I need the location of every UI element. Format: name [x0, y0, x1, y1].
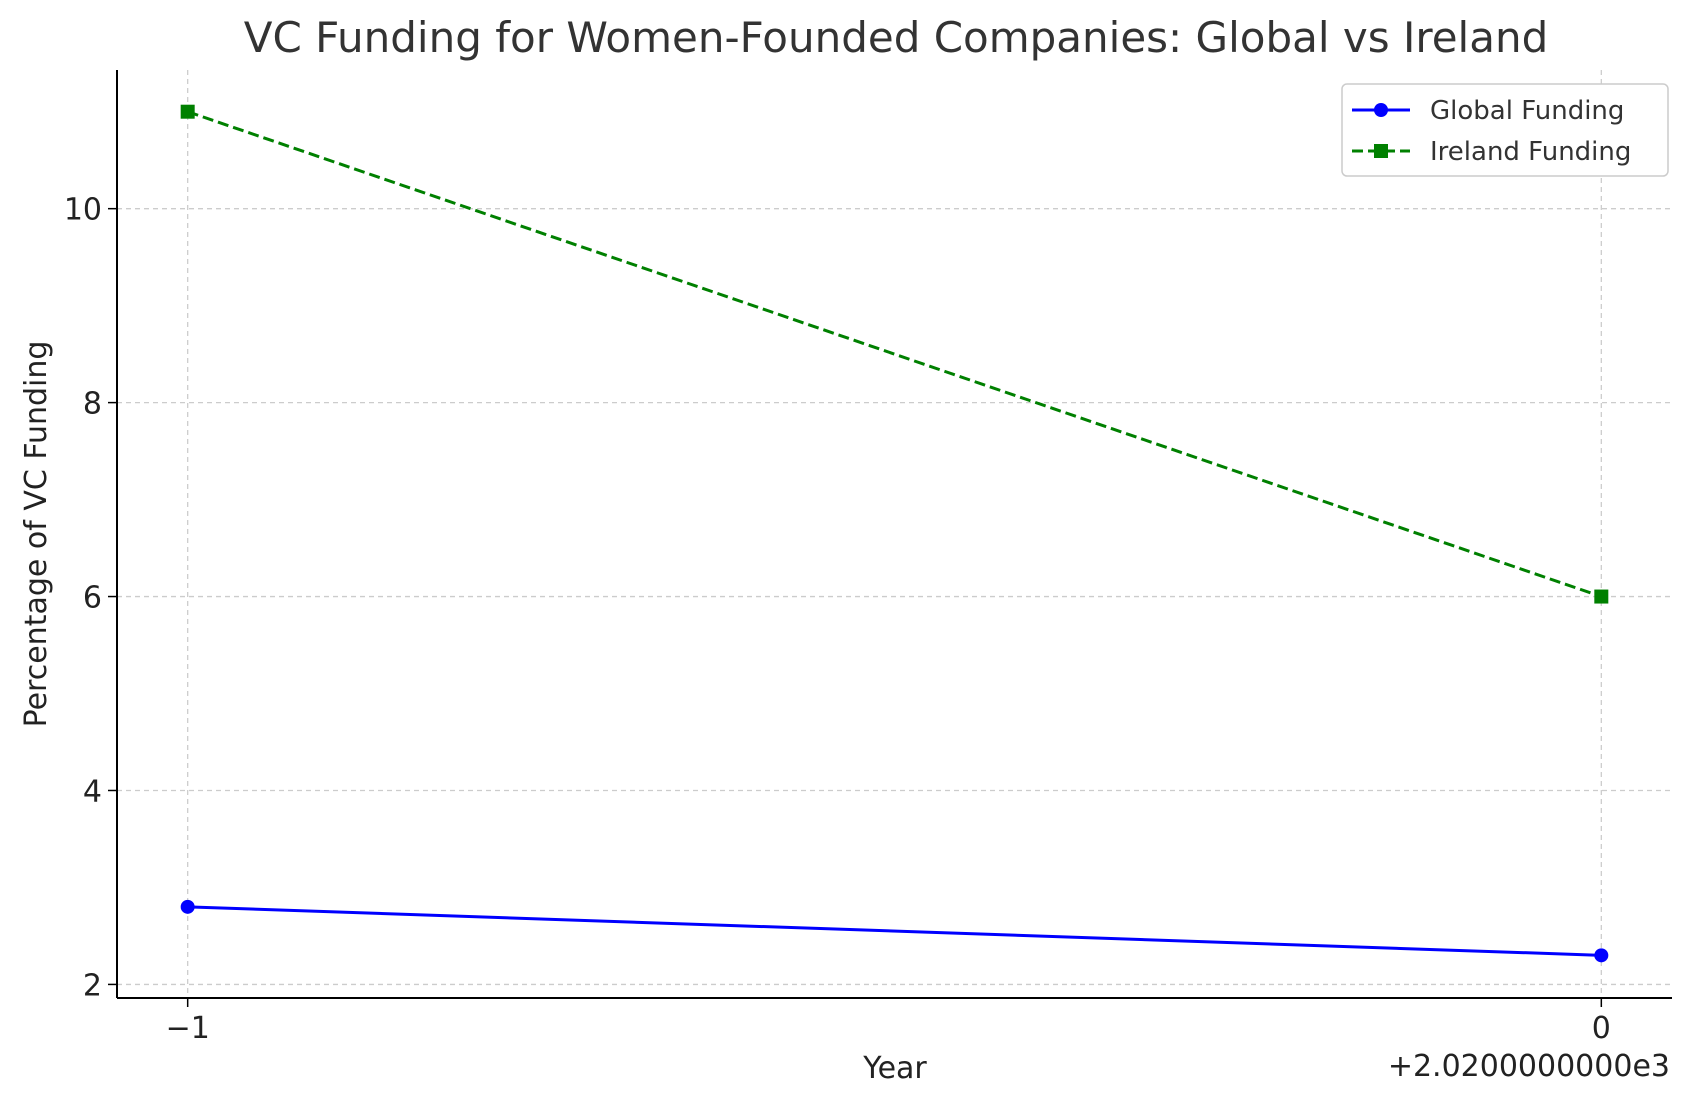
- x-axis-offset-label: +2.0200000000e3: [1388, 1049, 1670, 1084]
- data-point: [1594, 948, 1609, 963]
- x-tick-label: 0: [1592, 1011, 1611, 1046]
- legend-label: Ireland Funding: [1430, 137, 1631, 167]
- y-axis-label: Percentage of VC Funding: [19, 341, 54, 728]
- legend-label: Global Funding: [1430, 96, 1624, 126]
- series-group: [180, 899, 1609, 963]
- y-tick-label: 2: [83, 968, 102, 1003]
- y-tick-label: 4: [83, 774, 102, 809]
- data-point: [180, 104, 195, 119]
- plot-frame: [116, 70, 1672, 999]
- data-point: [180, 899, 195, 914]
- x-axis-ticks: −1 0: [166, 998, 1611, 1046]
- grid: [117, 70, 1672, 998]
- series-line: [187, 110, 1602, 598]
- legend-swatch-marker: [1374, 144, 1388, 158]
- series-layer: [180, 104, 1609, 963]
- series-line: [187, 905, 1602, 957]
- legend-swatch-marker: [1374, 103, 1388, 117]
- data-point: [1594, 589, 1609, 604]
- y-tick-label: 10: [64, 193, 102, 228]
- x-tick-label: −1: [166, 1011, 210, 1046]
- y-tick-label: 6: [83, 581, 102, 616]
- legend: Global Funding Ireland Funding: [1341, 83, 1669, 177]
- x-axis-label: Year: [862, 1051, 927, 1086]
- y-axis-ticks: 2 4 6 8 10: [64, 193, 117, 1003]
- chart-title: VC Funding for Women-Founded Companies: …: [244, 13, 1548, 62]
- series-group: [180, 104, 1609, 604]
- y-tick-label: 8: [83, 387, 102, 422]
